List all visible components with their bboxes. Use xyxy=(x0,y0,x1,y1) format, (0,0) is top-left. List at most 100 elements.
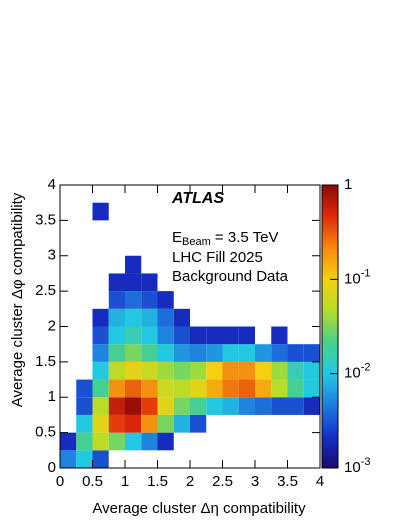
color-tick-label: 10-1 xyxy=(344,267,370,287)
heatmap-cell xyxy=(108,414,125,433)
heatmap-cell xyxy=(141,432,158,451)
heatmap-cell xyxy=(141,326,158,345)
heatmap-cell xyxy=(222,344,239,362)
y-tick-label: 2 xyxy=(48,317,56,334)
heatmap-cell xyxy=(125,432,142,451)
heatmap-cell xyxy=(125,255,142,274)
heatmap-cell xyxy=(92,450,109,468)
heatmap-cell xyxy=(255,379,272,398)
heatmap-cell xyxy=(76,379,93,398)
heatmap-cell xyxy=(303,344,320,362)
heatmap-cell xyxy=(271,344,288,362)
y-tick-label: 3 xyxy=(48,247,56,264)
y-tick-label: 4 xyxy=(48,176,56,193)
heatmap-cell xyxy=(60,450,77,468)
heatmap-cell xyxy=(238,361,255,380)
heatmap-cell xyxy=(108,291,125,309)
heatmap-cell xyxy=(222,379,239,398)
heatmap-cell xyxy=(141,414,158,433)
heatmap-cell xyxy=(206,379,223,398)
heatmap-cell xyxy=(287,397,304,415)
heatmap-cell xyxy=(173,326,190,345)
heatmap-cell xyxy=(141,308,158,327)
heatmap-cell xyxy=(108,379,125,398)
heatmap-cell xyxy=(157,291,174,309)
heatmap-cell xyxy=(92,432,109,451)
heatmap-cell xyxy=(255,361,272,380)
heatmap-cell xyxy=(141,344,158,362)
x-tick-label: 0.5 xyxy=(82,473,103,490)
heatmap-cell xyxy=(157,326,174,345)
heatmap-cell xyxy=(141,379,158,398)
heatmap-cell xyxy=(157,361,174,380)
y-tick-label: 0 xyxy=(48,459,56,476)
x-tick-label: 1 xyxy=(121,473,129,490)
heatmap-cell xyxy=(206,361,223,380)
y-tick-label: 3.5 xyxy=(35,211,56,228)
heatmap-cell xyxy=(125,344,142,362)
y-tick-label: 1 xyxy=(48,388,56,405)
heatmap-cell xyxy=(92,361,109,380)
x-tick-label: 3 xyxy=(251,473,259,490)
heatmap-cell xyxy=(271,326,288,345)
heatmap-cell xyxy=(190,361,207,380)
heatmap-cell xyxy=(303,397,320,415)
heatmap-cell xyxy=(190,344,207,362)
heatmap-cell xyxy=(206,326,223,345)
heatmap-cell xyxy=(76,432,93,451)
heatmap-cell xyxy=(92,397,109,415)
heatmap-cell xyxy=(287,344,304,362)
heatmap-cell xyxy=(76,450,93,468)
heatmap-cell xyxy=(157,308,174,327)
heatmap-cell xyxy=(206,397,223,415)
beam-energy: EBeam = 3.5 TeV xyxy=(172,229,278,248)
heatmap-cell xyxy=(92,326,109,345)
beam-rest: = 3.5 TeV xyxy=(211,229,279,246)
heatmap-cell xyxy=(303,379,320,398)
heatmap-cells xyxy=(60,202,320,468)
heatmap-cell xyxy=(76,414,93,433)
heatmap-cell xyxy=(173,397,190,415)
color-tick-label: 1 xyxy=(344,176,352,193)
heatmap-cell xyxy=(255,397,272,415)
y-tick-label: 2.5 xyxy=(35,282,56,299)
heatmap-cell xyxy=(157,414,174,433)
heatmap-cell xyxy=(108,273,125,292)
heatmap-cell xyxy=(108,361,125,380)
heatmap-cell xyxy=(157,432,174,451)
heatmap-cell xyxy=(125,291,142,309)
heatmap-cell xyxy=(92,202,109,221)
heatmap-cell xyxy=(173,344,190,362)
y-tick-label: 1.5 xyxy=(35,353,56,370)
heatmap-cell xyxy=(173,361,190,380)
heatmap-cell xyxy=(190,414,207,433)
heatmap-cell xyxy=(238,326,255,345)
color-tick-label: 10-2 xyxy=(344,362,370,382)
annotation: Background Data xyxy=(172,268,289,285)
heatmap-cell xyxy=(173,414,190,433)
heatmap-cell xyxy=(108,308,125,327)
heatmap-cell xyxy=(76,397,93,415)
x-tick-label: 1.5 xyxy=(147,473,168,490)
x-tick-label: 3.5 xyxy=(277,473,298,490)
heatmap-cell xyxy=(190,379,207,398)
heatmap-cell xyxy=(125,414,142,433)
heatmap-cell xyxy=(157,344,174,362)
heatmap-cell xyxy=(125,273,142,292)
heatmap-cell xyxy=(173,379,190,398)
heatmap-cell xyxy=(92,344,109,362)
heatmap-cell xyxy=(92,414,109,433)
heatmap-cell xyxy=(222,397,239,415)
heatmap-cell xyxy=(125,397,142,415)
heatmap-cell xyxy=(238,397,255,415)
heatmap-cell xyxy=(108,326,125,345)
color-tick-exponent: -3 xyxy=(361,456,371,468)
x-axis-label: Average cluster Δη compatibility xyxy=(92,500,306,517)
heatmap-cell xyxy=(125,379,142,398)
heatmap-cell xyxy=(92,379,109,398)
color-tick-exponent: -1 xyxy=(361,267,371,279)
heatmap-cell xyxy=(271,361,288,380)
heatmap-cell xyxy=(108,344,125,362)
heatmap-cell xyxy=(287,361,304,380)
